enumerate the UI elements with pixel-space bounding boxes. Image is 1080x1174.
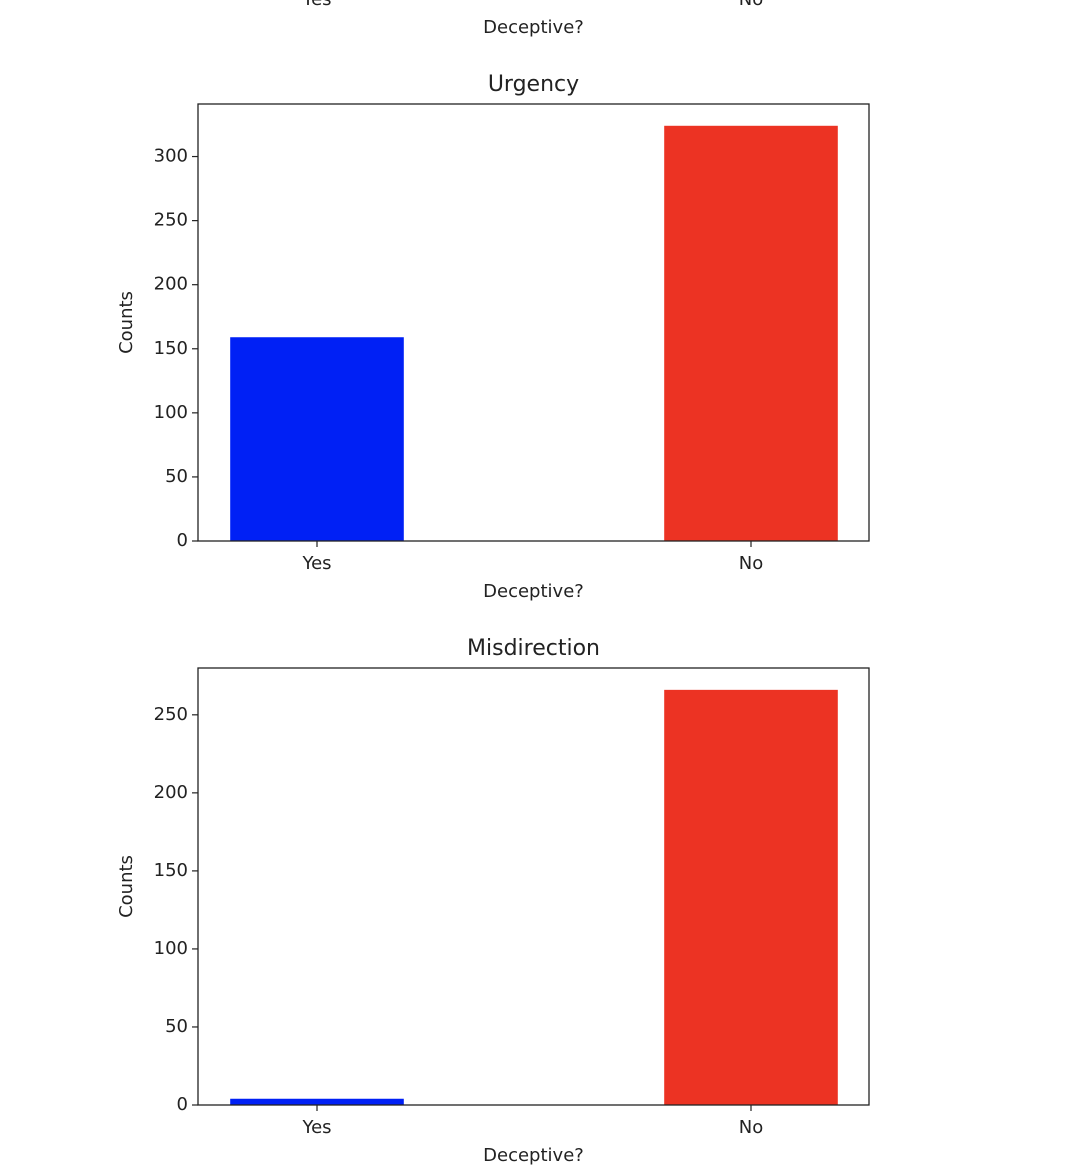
plot-frame [197,667,870,1106]
chart: Yes No Deceptive? [301,0,763,38]
chart-title: Urgency [488,72,579,97]
chart-title: Misdirection [467,636,600,661]
bar [230,1098,404,1105]
y-tick-label: 100 [154,402,188,423]
x-tick-label: Yes [301,553,331,574]
y-tick-label: 150 [154,860,188,881]
y-tick-label: 50 [165,1016,188,1037]
bar [664,689,838,1105]
x-axis-label: Deceptive? [483,17,584,38]
y-tick-label: 0 [177,1094,188,1115]
bar [230,337,404,541]
y-tick-label: 250 [154,210,188,231]
chart: Misdirection 0 50 100 150 200 250 Counts Yes No De… [116,636,870,1166]
y-tick-label: 200 [154,274,188,295]
x-axis-label: Deceptive? [483,1145,584,1166]
x-tick-label: Yes [301,0,331,10]
y-tick-label: 150 [154,338,188,359]
x-axis-label: Deceptive? [483,581,584,602]
x-tick-label: Yes [301,1117,331,1138]
y-tick-label: 0 [177,530,188,551]
x-tick-label: No [739,1117,763,1138]
y-axis-label: Counts [116,291,137,354]
y-tick-label: 300 [154,146,188,167]
chart: Urgency 0 50 100 150 200 250 300 Counts Yes No Dece… [116,72,870,602]
plot-frame [197,103,870,542]
y-tick-label: 250 [154,704,188,725]
bar [664,125,838,542]
x-tick-label: No [739,0,763,10]
x-tick-label: No [739,553,763,574]
y-axis-label: Counts [116,855,137,918]
y-tick-label: 100 [154,938,188,959]
y-tick-label: 200 [154,782,188,803]
y-tick-label: 50 [165,466,188,487]
